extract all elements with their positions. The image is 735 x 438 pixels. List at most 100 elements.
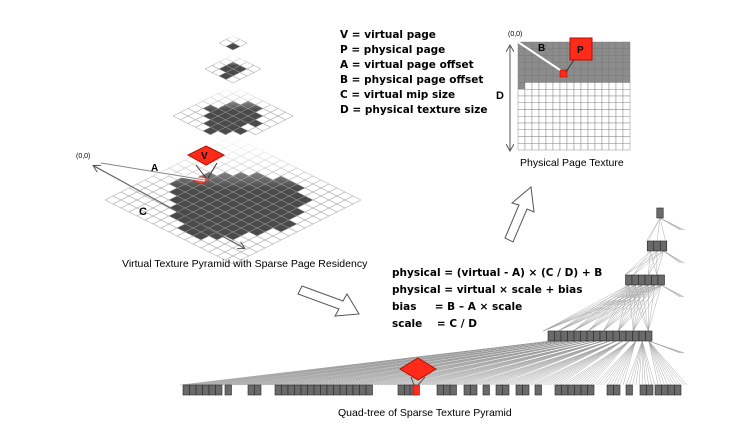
quadtree-leaf	[326, 384, 334, 396]
origin-label-physical: (0,0)	[508, 31, 522, 38]
physical-page-cell	[587, 122, 596, 130]
physical-page-cell	[573, 68, 582, 76]
physical-page-cell	[615, 41, 624, 49]
quadtree-edge	[603, 284, 642, 332]
physical-page-cell	[559, 116, 568, 124]
physical-page-cell	[538, 109, 547, 117]
quadtree-node	[653, 240, 661, 252]
quadtree-edge	[642, 340, 646, 386]
pyramid-level-0	[218, 35, 248, 51]
quadtree-leaf	[202, 384, 210, 396]
physical-page-cell	[622, 41, 631, 49]
formula-scale: scale = C / D	[392, 318, 477, 330]
physical-page-cell	[594, 55, 603, 63]
quadtree-edge	[610, 340, 636, 386]
quadtree-leaf	[667, 384, 675, 396]
quadtree-edge	[622, 340, 636, 386]
physical-page-cell	[580, 143, 589, 151]
quadtree-leaf	[195, 384, 203, 396]
physical-page-cell	[531, 122, 540, 130]
physical-page-cell	[559, 62, 568, 70]
physical-page-cell	[538, 102, 547, 110]
physical-page-cell	[615, 75, 624, 83]
physical-page-cell	[594, 109, 603, 117]
quadtree-node	[631, 274, 639, 286]
physical-page-cell	[573, 129, 582, 137]
legend-item-virtual-page: V = virtual page	[340, 29, 436, 41]
quadtree-edge	[642, 340, 656, 386]
physical-page-cell	[573, 143, 582, 151]
quadtree-edge	[638, 340, 643, 386]
physical-page-cell	[601, 89, 610, 97]
quadtree-edge	[628, 284, 634, 332]
quadtree-edge	[540, 340, 623, 386]
physical-page-cell	[580, 129, 589, 137]
quadtree-edge	[584, 340, 630, 386]
physical-page-cell	[517, 102, 526, 110]
quadtree-edge	[603, 284, 662, 332]
physical-page-cell	[545, 122, 554, 130]
physical-page-cell	[566, 116, 575, 124]
physical-page-cell	[601, 55, 610, 63]
quadtree-node	[646, 240, 655, 252]
quadtree-edge	[336, 340, 578, 386]
physical-page-cell	[552, 102, 561, 110]
quadtree-edge	[524, 340, 617, 386]
physical-page-cell	[594, 89, 603, 97]
physical-page-cell	[524, 122, 533, 130]
physical-page-cell	[531, 89, 540, 97]
quadtree-edge	[648, 340, 681, 386]
physical-page-cell	[615, 55, 624, 63]
a-label: A	[151, 163, 158, 174]
physical-page-cell	[566, 129, 575, 137]
quadtree-edge	[597, 340, 636, 386]
quadtree-edge	[588, 284, 662, 332]
physical-page-cell	[601, 122, 610, 130]
quadtree-leaf	[534, 384, 542, 396]
physical-page-cell	[622, 143, 631, 151]
physical-page-cell	[517, 95, 526, 103]
physical-page-cell	[517, 68, 526, 76]
physical-page-cell	[517, 109, 526, 117]
virtual-texture-pyramid	[104, 35, 362, 265]
physical-page-cell	[622, 89, 631, 97]
quadtree-edge	[648, 250, 651, 276]
physical-page-cell	[615, 129, 624, 137]
physical-page-cell	[538, 75, 547, 83]
physical-page-cell	[517, 129, 526, 137]
physical-page-highlight	[559, 69, 568, 78]
physical-page-cell	[559, 41, 568, 49]
quadtree-edge	[629, 340, 643, 386]
quadtree-leaf	[574, 384, 582, 396]
physical-page-cell	[538, 136, 547, 144]
physical-page-cell	[622, 68, 631, 76]
physical-page-cell	[552, 82, 561, 90]
quadtree-leaf	[333, 384, 341, 396]
physical-page-cell	[594, 68, 603, 76]
physical-page-cell	[573, 102, 582, 110]
quadtree-edge	[618, 284, 655, 332]
physical-page-cell	[517, 55, 526, 63]
physical-page-cell	[601, 75, 610, 83]
physical-page-cell	[601, 129, 610, 137]
physical-page-cell	[559, 102, 568, 110]
physical-page-cell	[601, 102, 610, 110]
physical-page-cell	[587, 68, 596, 76]
quadtree-edge	[543, 284, 655, 332]
physical-page-cell	[608, 95, 617, 103]
physical-page-cell	[608, 109, 617, 117]
quadtree-edge	[588, 284, 629, 332]
quadtree-node	[625, 274, 633, 286]
physical-page-cell	[531, 136, 540, 144]
quadtree-leaf	[495, 384, 503, 396]
quadtree-leaf	[397, 384, 405, 396]
legend-item-virtual-offset: A = virtual page offset	[340, 59, 474, 71]
physical-page-cell	[559, 48, 568, 56]
physical-page-cell	[615, 89, 624, 97]
physical-page-cell	[552, 75, 561, 83]
physical-page-cell	[594, 41, 603, 49]
physical-page-cell	[608, 48, 617, 56]
quadtree-edge	[613, 340, 636, 386]
physical-page-cell	[622, 122, 631, 130]
quadtree-edge	[543, 284, 662, 332]
